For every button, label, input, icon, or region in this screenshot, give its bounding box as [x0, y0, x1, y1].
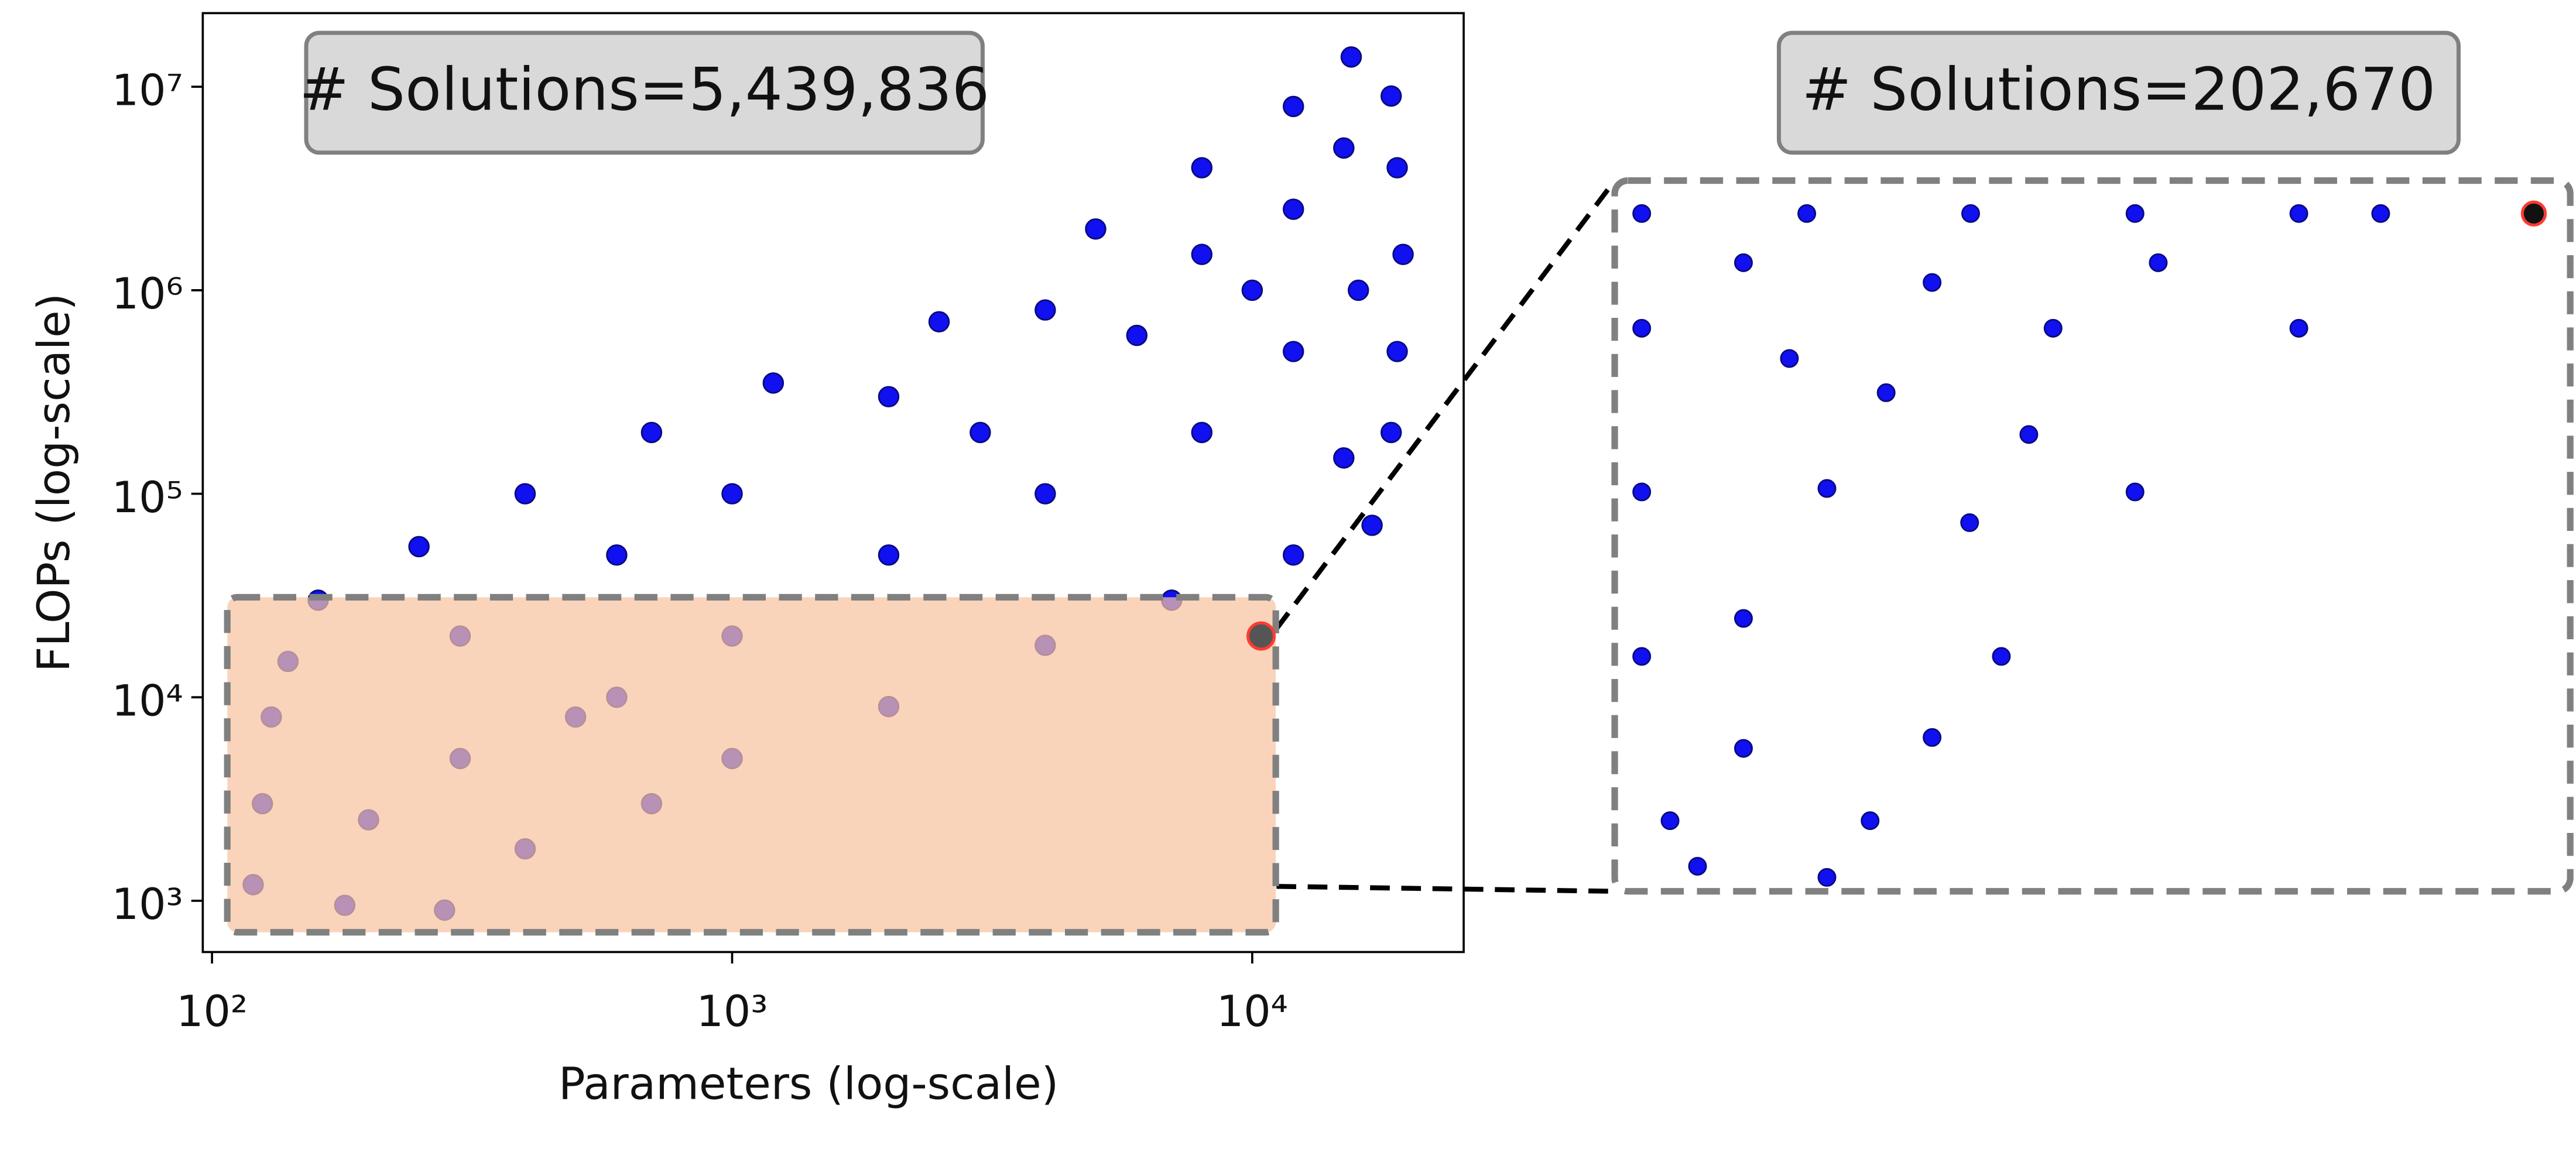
point — [1034, 483, 1056, 505]
point — [1780, 349, 1799, 368]
point — [878, 544, 900, 566]
point — [1632, 482, 1652, 502]
x-tick-label: 10⁴ — [1217, 987, 1288, 1037]
point — [1333, 447, 1355, 469]
point — [1961, 204, 1980, 223]
point — [1381, 85, 1402, 107]
point — [1632, 318, 1652, 338]
point — [1688, 856, 1707, 876]
point — [2125, 204, 2145, 223]
point — [1923, 728, 1942, 747]
point — [1960, 513, 1979, 532]
point — [2371, 204, 2390, 223]
zoom-region — [224, 594, 1279, 936]
point — [1085, 218, 1107, 240]
point — [1333, 137, 1355, 159]
point — [1817, 867, 1837, 887]
point — [1361, 515, 1383, 536]
y-tick-label: 10³ — [112, 880, 183, 930]
point — [1191, 243, 1213, 265]
point — [878, 386, 900, 407]
point — [1797, 204, 1817, 223]
y-tick-label: 10⁶ — [112, 269, 183, 319]
annotation: # Solutions=5,439,836 — [299, 55, 989, 124]
point — [408, 536, 430, 558]
point — [1283, 341, 1304, 362]
annotation: # Solutions=202,670 — [1802, 55, 2435, 124]
point — [1923, 273, 1942, 292]
point — [2125, 482, 2145, 502]
point — [2019, 425, 2039, 444]
highlight-point — [1246, 621, 1276, 651]
point — [514, 483, 536, 505]
point — [1734, 739, 1753, 758]
x-tick-label: 10³ — [697, 987, 768, 1037]
point — [1340, 46, 1362, 68]
zoom-connector — [1276, 884, 1615, 894]
y-tick-label: 10⁷ — [112, 66, 183, 115]
point — [2043, 318, 2063, 338]
point — [1381, 421, 1402, 444]
zoom-connector — [1275, 179, 1617, 630]
inset-points — [1632, 200, 2547, 887]
point — [2289, 204, 2308, 223]
point — [1632, 647, 1652, 666]
y-tick-label: 10⁵ — [112, 473, 183, 523]
point — [2289, 318, 2308, 338]
point — [1861, 811, 1880, 831]
point — [606, 544, 628, 566]
point — [721, 483, 743, 505]
annotation-box — [304, 30, 985, 155]
point — [1660, 811, 1680, 831]
point — [1283, 198, 1304, 220]
point — [1283, 95, 1304, 118]
point — [1034, 299, 1056, 321]
point — [1817, 479, 1837, 498]
point — [1283, 544, 1304, 566]
point — [1386, 341, 1408, 362]
point — [2520, 200, 2547, 227]
y-tick-label: 10⁴ — [112, 676, 183, 726]
point — [640, 421, 663, 444]
point — [1734, 253, 1753, 272]
point — [762, 372, 785, 394]
point — [1386, 157, 1408, 179]
annotation-box — [1776, 30, 2461, 155]
point — [1392, 243, 1414, 265]
main-axes-frame — [201, 12, 1465, 954]
point — [2149, 253, 2168, 272]
point — [1734, 609, 1753, 628]
point — [1632, 204, 1652, 223]
point — [1191, 421, 1213, 444]
point — [970, 421, 991, 444]
point — [1348, 279, 1369, 301]
inset-frame — [1611, 177, 2574, 895]
x-axis-label: Parameters (log-scale) — [559, 1058, 1059, 1109]
point — [1876, 383, 1896, 402]
point — [1126, 324, 1148, 347]
point — [1992, 647, 2011, 666]
x-tick-label: 10² — [176, 987, 248, 1037]
point — [1191, 157, 1213, 179]
point — [928, 311, 950, 332]
point — [1241, 279, 1263, 301]
y-axis-label: FLOPs (log-scale) — [28, 293, 80, 672]
